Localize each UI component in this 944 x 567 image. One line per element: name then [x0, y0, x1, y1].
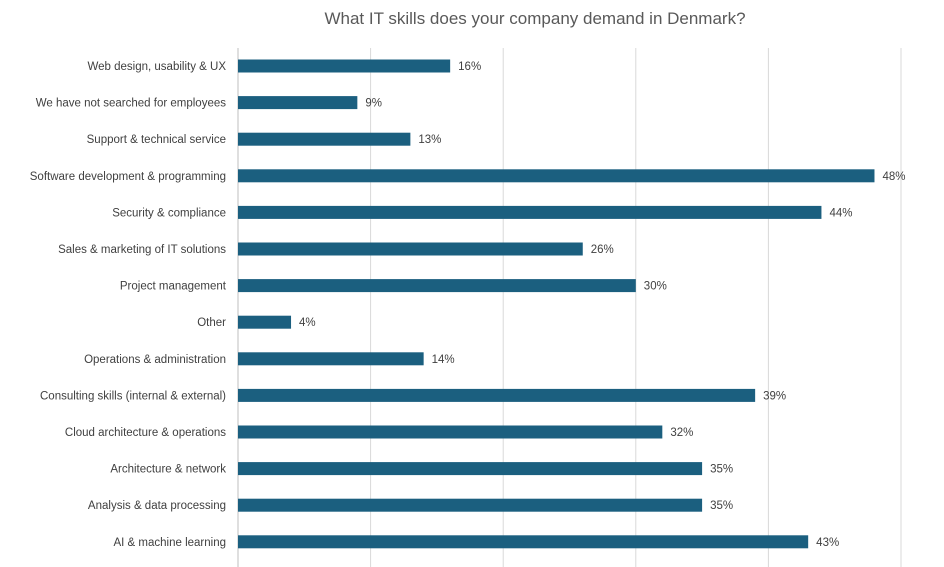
category-label: Support & technical service — [87, 134, 226, 146]
bar — [238, 425, 663, 439]
category-label: Operations & administration — [84, 354, 226, 366]
data-label: 13% — [418, 134, 441, 146]
data-label: 32% — [670, 427, 693, 439]
data-label: 9% — [365, 98, 382, 110]
category-label: Architecture & network — [110, 464, 226, 476]
data-label: 44% — [829, 207, 852, 219]
category-label: Project management — [120, 281, 227, 293]
bar — [238, 242, 583, 256]
category-label: Web design, usability & UX — [88, 61, 227, 73]
bar — [238, 535, 809, 549]
bar — [238, 388, 756, 402]
bar — [238, 279, 636, 293]
category-label: Analysis & data processing — [88, 500, 226, 512]
data-label: 43% — [816, 537, 839, 549]
bar — [238, 315, 292, 329]
bar — [238, 169, 875, 183]
category-label: Security & compliance — [112, 207, 226, 219]
data-label: 4% — [299, 317, 316, 329]
category-label: Sales & marketing of IT solutions — [58, 244, 226, 256]
bar — [238, 462, 703, 476]
category-label: Consulting skills (internal & external) — [40, 390, 226, 402]
bar — [238, 205, 822, 219]
bar — [238, 59, 451, 73]
category-label: Other — [197, 317, 226, 329]
data-label: 48% — [882, 171, 905, 183]
category-label: Cloud architecture & operations — [65, 427, 226, 439]
bar — [238, 132, 411, 146]
data-label: 39% — [763, 390, 786, 402]
category-label: AI & machine learning — [113, 537, 226, 549]
data-label: 35% — [710, 464, 733, 476]
category-label: We have not searched for employees — [36, 98, 227, 110]
bar — [238, 498, 703, 512]
bar — [238, 352, 424, 366]
chart-title: What IT skills does your company demand … — [324, 9, 745, 28]
data-label: 35% — [710, 500, 733, 512]
data-label: 26% — [591, 244, 614, 256]
data-label: 30% — [644, 281, 667, 293]
bar — [238, 96, 358, 110]
data-label: 14% — [432, 354, 455, 366]
category-label: Software development & programming — [30, 171, 226, 183]
data-label: 16% — [458, 61, 481, 73]
